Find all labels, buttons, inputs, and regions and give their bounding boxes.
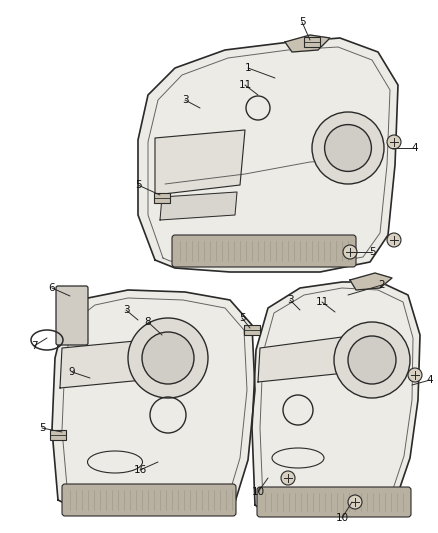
Circle shape <box>281 471 295 485</box>
Text: 8: 8 <box>145 317 151 327</box>
Text: 3: 3 <box>182 95 188 105</box>
Text: 11: 11 <box>315 297 328 307</box>
Text: 16: 16 <box>134 465 147 475</box>
Polygon shape <box>52 290 255 512</box>
Text: 7: 7 <box>31 341 37 351</box>
Text: 9: 9 <box>69 367 75 377</box>
Circle shape <box>387 233 401 247</box>
Circle shape <box>408 368 422 382</box>
Circle shape <box>343 245 357 259</box>
FancyBboxPatch shape <box>257 487 411 517</box>
FancyBboxPatch shape <box>56 286 88 345</box>
Text: 6: 6 <box>49 283 55 293</box>
Polygon shape <box>350 273 392 290</box>
Bar <box>304 37 320 47</box>
Circle shape <box>348 336 396 384</box>
Circle shape <box>312 112 384 184</box>
Bar <box>154 193 170 203</box>
Polygon shape <box>160 192 237 220</box>
Text: 10: 10 <box>336 513 349 523</box>
Text: 4: 4 <box>427 375 433 385</box>
Bar <box>50 430 66 440</box>
Text: 5: 5 <box>239 313 245 323</box>
Text: 4: 4 <box>412 143 418 153</box>
Polygon shape <box>60 335 198 388</box>
Circle shape <box>142 332 194 384</box>
Text: 5: 5 <box>39 423 45 433</box>
Text: 5: 5 <box>135 180 141 190</box>
Text: 1: 1 <box>245 63 251 73</box>
Text: 11: 11 <box>238 80 251 90</box>
Circle shape <box>387 135 401 149</box>
Circle shape <box>128 318 208 398</box>
Text: 3: 3 <box>287 295 293 305</box>
Circle shape <box>325 125 371 172</box>
Text: 5: 5 <box>369 247 375 257</box>
Text: 2: 2 <box>379 280 385 290</box>
Polygon shape <box>138 38 398 272</box>
Circle shape <box>348 495 362 509</box>
Polygon shape <box>258 335 357 382</box>
Text: 5: 5 <box>299 17 305 27</box>
Text: 3: 3 <box>123 305 129 315</box>
Text: 10: 10 <box>251 487 265 497</box>
FancyBboxPatch shape <box>172 235 356 267</box>
Bar <box>244 325 260 335</box>
Polygon shape <box>155 130 245 195</box>
Polygon shape <box>252 282 420 516</box>
Circle shape <box>334 322 410 398</box>
FancyBboxPatch shape <box>62 484 236 516</box>
Polygon shape <box>285 35 330 52</box>
